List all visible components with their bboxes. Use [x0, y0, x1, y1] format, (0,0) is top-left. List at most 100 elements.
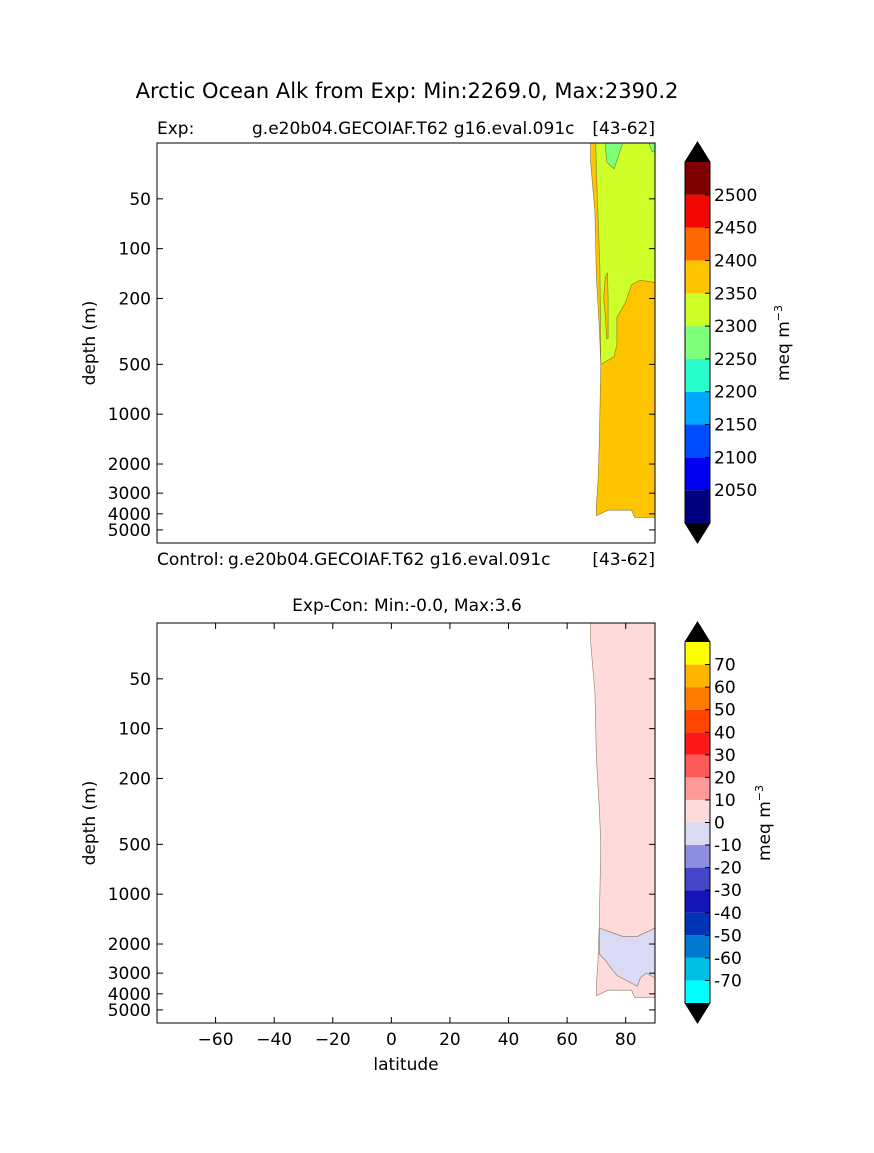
- bottom-ytick-label-5: 2000: [108, 935, 151, 955]
- top-cbar-segment-10: [685, 162, 710, 195]
- top-title-left: Exp:: [157, 119, 194, 139]
- bottom-xtick-label-1: −40: [256, 1030, 292, 1050]
- bottom-title-right: [43-62]: [592, 550, 655, 570]
- bottom-cbar-label: meq m−3: [753, 785, 775, 861]
- bottom-cbar-segment-1: [685, 957, 710, 981]
- bottom-title-main: Exp-Con: Min:-0.0, Max:3.6: [292, 596, 522, 616]
- bottom-panel: Control: g.e20b04.GECOIAF.T62 g16.eval.0…: [80, 550, 775, 1075]
- figure-suptitle: Arctic Ocean Alk from Exp: Min:2269.0, M…: [136, 79, 679, 103]
- top-ytick-label-1: 100: [119, 240, 151, 260]
- bottom-cbar-tick-label-14: 70: [714, 656, 736, 676]
- top-contour-region-2: [603, 272, 609, 340]
- top-cbar-tick-label-9: 2500: [714, 186, 757, 206]
- top-cbar-tick-label-2: 2150: [714, 416, 757, 436]
- bottom-cbar-outline: [684, 621, 711, 1024]
- bottom-axes-frame: [156, 622, 656, 1024]
- bottom-xtick-label-2: −20: [315, 1030, 351, 1050]
- bottom-xtick-label-4: 20: [439, 1030, 461, 1050]
- top-colorbar: 2050 2100 2150 2200 2250 2300 2350 2400 2450 2500: [684, 141, 757, 544]
- top-cbar-segment-9: [685, 194, 710, 228]
- bottom-title-center: g.e20b04.GECOIAF.T62 g16.eval.091c: [228, 550, 550, 570]
- bottom-xlabel: latitude: [373, 1055, 438, 1075]
- top-cbar-tick-label-4: 2250: [714, 350, 757, 370]
- top-panel: Exp: g.e20b04.GECOIAF.T62 g16.eval.091c …: [80, 119, 794, 544]
- top-cbar-segment-8: [685, 227, 710, 261]
- bottom-cbar-tick-label-2: -50: [714, 926, 742, 946]
- bottom-cbar-label-sup: −3: [753, 785, 766, 801]
- bottom-ytick-label-6: 3000: [108, 964, 151, 984]
- bottom-xtick-label-6: 60: [556, 1030, 578, 1050]
- bottom-ytick-label-4: 1000: [108, 885, 151, 905]
- bottom-cbar-segment-14: [685, 664, 710, 688]
- top-cbar-tick-label-0: 2050: [714, 481, 757, 501]
- bottom-cbar-segment-5: [685, 867, 710, 891]
- top-ylabel: depth (m): [80, 301, 100, 386]
- bottom-cbar-label-text: meq m: [755, 801, 775, 861]
- bottom-contour-region-0: [590, 623, 655, 998]
- top-title-right: [43-62]: [592, 119, 655, 139]
- bottom-cbar-segment-4: [685, 890, 710, 913]
- top-cbar-tick-label-5: 2300: [714, 317, 757, 337]
- top-cbar-segment-2: [685, 424, 710, 458]
- top-contour-region-3: [604, 143, 624, 170]
- bottom-cbar-tick-label-11: 40: [714, 723, 736, 743]
- bottom-ylabel: depth (m): [80, 781, 100, 866]
- bottom-xtick-label-3: 0: [386, 1030, 397, 1050]
- top-cbar-tick-label-8: 2450: [714, 219, 757, 239]
- bottom-cbar-over-arrow: [685, 622, 710, 642]
- top-cbar-tick-label-3: 2200: [714, 383, 757, 403]
- bottom-title-left: Control:: [157, 550, 224, 570]
- top-cbar-segment-5: [685, 326, 710, 359]
- bottom-cbar-tick-label-9: 20: [714, 768, 736, 788]
- top-cbar-tick-label-6: 2350: [714, 284, 757, 304]
- top-contour-region-1: [595, 143, 655, 365]
- bottom-xtick-label-7: 80: [615, 1030, 637, 1050]
- top-cbar-over-arrow: [685, 142, 710, 162]
- top-cbar-label: meq m−3: [772, 305, 794, 381]
- top-cbar-outline: [684, 141, 711, 544]
- bottom-cbar-segment-7: [685, 822, 710, 846]
- top-cbar-segment-7: [685, 260, 710, 294]
- bottom-ytick-label-1: 100: [119, 720, 151, 740]
- top-ytick-label-6: 3000: [108, 484, 151, 504]
- bottom-ytick-label-2: 200: [119, 769, 151, 789]
- bottom-cbar-segment-13: [685, 687, 710, 710]
- bottom-xtick-label-5: 40: [498, 1030, 520, 1050]
- bottom-ytick-label-7: 4000: [108, 985, 151, 1005]
- bottom-cbar-segment-0: [685, 980, 710, 1003]
- bottom-cbar-tick-label-5: -20: [714, 859, 742, 879]
- top-contour-region-4: [648, 143, 655, 153]
- bottom-cbar-segment-10: [685, 754, 710, 778]
- bottom-cbar-tick-label-8: 10: [714, 791, 736, 811]
- bottom-contour-region-1: [598, 927, 655, 987]
- top-cbar-segment-1: [685, 457, 710, 491]
- top-cbar-segment-3: [685, 391, 710, 425]
- bottom-cbar-tick-label-13: 60: [714, 678, 736, 698]
- top-cbar-tick-label-7: 2400: [714, 251, 757, 271]
- bottom-cbar-under-arrow: [685, 1003, 710, 1023]
- bottom-cbar-segment-9: [685, 777, 710, 800]
- bottom-cbar-tick-label-7: 0: [714, 814, 725, 834]
- top-cbar-tick-label-1: 2100: [714, 448, 757, 468]
- bottom-ytick-label-3: 500: [119, 835, 151, 855]
- top-cbar-segment-0: [685, 490, 710, 523]
- bottom-cbar-tick-label-1: -60: [714, 949, 742, 969]
- top-cbar-label-text: meq m: [774, 321, 794, 381]
- top-cbar-segment-6: [685, 293, 710, 327]
- bottom-cbar-tick-label-12: 50: [714, 701, 736, 721]
- bottom-cbar-segment-6: [685, 845, 710, 868]
- top-axes-frame: [156, 142, 656, 544]
- bottom-cbar-tick-label-4: -30: [714, 881, 742, 901]
- bottom-cbar-segment-8: [685, 799, 710, 823]
- bottom-xtick-label-0: −60: [198, 1030, 234, 1050]
- top-ytick-label-4: 1000: [108, 405, 151, 425]
- bottom-cbar-segment-15: [685, 642, 710, 665]
- bottom-cbar-tick-label-3: -40: [714, 904, 742, 924]
- top-cbar-segment-4: [685, 358, 710, 392]
- top-ytick-label-5: 2000: [108, 455, 151, 475]
- bottom-cbar-tick-label-10: 30: [714, 746, 736, 766]
- top-cbar-label-sup: −3: [772, 305, 785, 321]
